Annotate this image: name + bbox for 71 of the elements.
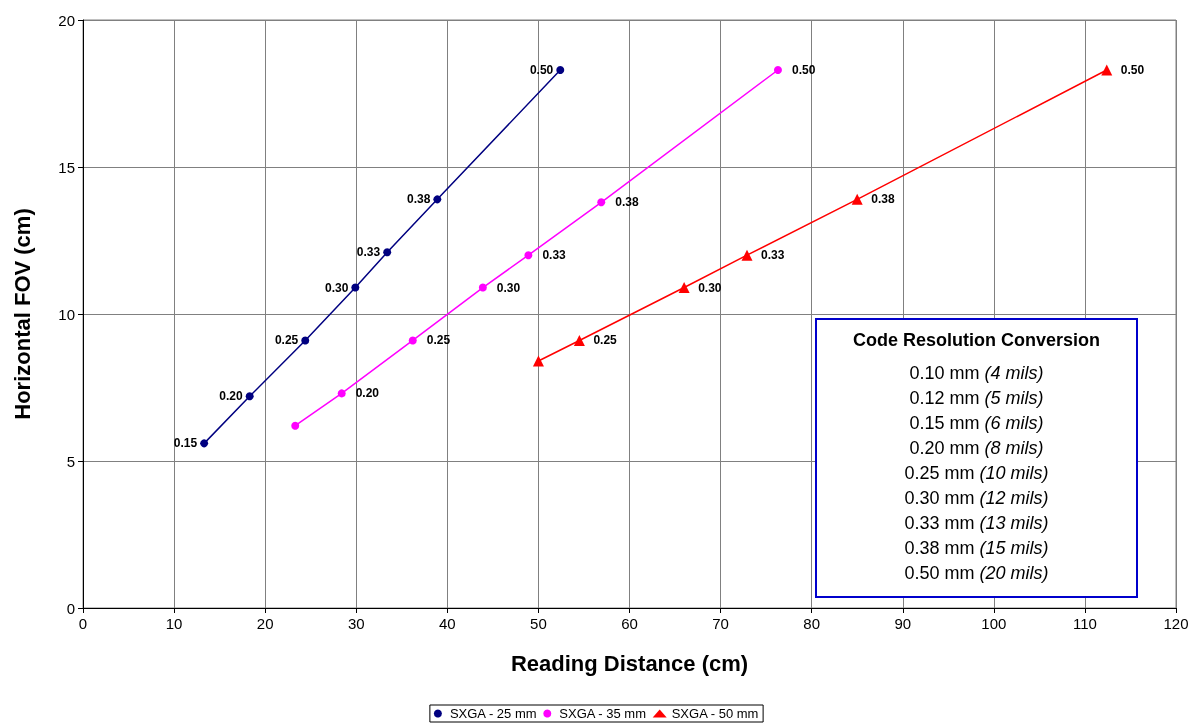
x-tick-label: 120 [1163,615,1189,632]
annotation: 0.38 mm (15 mils) [903,537,1050,560]
annotation: 0.30 [496,280,521,295]
legend-label: SXGA - 50 mm [671,706,759,721]
point [383,248,392,257]
annotation: 0.20 [355,386,380,401]
x-tick-label: 0 [78,615,88,632]
x-tick-label: 40 [438,615,456,632]
annotation: 0.30 mm (12 mils) [903,487,1050,510]
annotation: 0.15 mm (6 mils) [908,412,1045,435]
x-axis-title: Reading Distance (cm) [510,650,749,676]
y-tick-label: 15 [58,158,75,176]
annotation: 0.30 [324,280,349,295]
x-tick-label: 60 [621,615,638,632]
annotation: 0.33 [356,245,381,260]
point [678,282,690,294]
annotation: 0.25 [274,333,299,348]
x-tick-label: 70 [712,615,729,632]
annotation: 0.25 [593,333,618,348]
y-tick-label: 5 [66,452,75,470]
x-tick-label: 10 [165,615,183,632]
annotation: 0.50 mm (20 mils) [903,562,1050,585]
legend-label: SXGA - 25 mm [449,706,537,721]
annotation: 0.38 [406,192,431,207]
y-tick-label: 0 [66,599,75,617]
x-tick-label: 90 [894,615,912,632]
annotation: 0.15 [173,436,198,451]
point [532,355,544,367]
annotation: 0.25 [426,333,451,348]
point [851,193,863,205]
annotation: 0.33 [761,248,785,263]
y-tick-label: 20 [58,11,75,29]
point [301,336,310,345]
point [556,65,565,74]
annotation: 0.33 [542,248,567,263]
annotation: 0.30 [698,280,722,295]
annotation: 0.10 mm (4 mils) [908,362,1045,385]
annotation: 0.33 mm (13 mils) [903,512,1050,535]
x-tick-label: 100 [981,615,1007,632]
point [773,65,782,74]
annotation: 0.50 [791,62,816,77]
annotation: 0.38 [871,192,895,207]
point [245,392,254,401]
annotation: 0.20 [219,389,243,404]
y-tick-label: 10 [58,305,75,323]
x-tick-label: 20 [256,615,274,632]
annotation: Code Resolution Conversion [852,329,1101,352]
point [741,249,753,261]
point [337,389,346,398]
x-tick-label: 110 [1072,615,1097,632]
x-tick-label: 80 [803,615,821,632]
annotation: 0.38 [615,195,639,210]
point [200,439,209,448]
annotation: 0.12 mm (5 mils) [908,387,1045,410]
annotation: 0.50 [529,62,554,77]
x-tick-label: 50 [530,615,547,632]
annotation: 0.20 mm (8 mils) [908,437,1045,460]
point [291,421,300,430]
point [478,283,487,292]
legend-label: SXGA - 35 mm [559,706,646,721]
point [351,283,360,292]
x-tick-label: 30 [347,615,365,632]
point [573,334,585,346]
point [433,195,442,204]
y-axis-title: Horizontal FOV (cm) [9,208,35,420]
point [408,336,417,345]
point [597,198,606,207]
annotation: 0.50 [1120,62,1145,77]
point [524,251,533,260]
point [1101,64,1113,76]
annotation: 0.25 mm (10 mils) [903,462,1050,485]
